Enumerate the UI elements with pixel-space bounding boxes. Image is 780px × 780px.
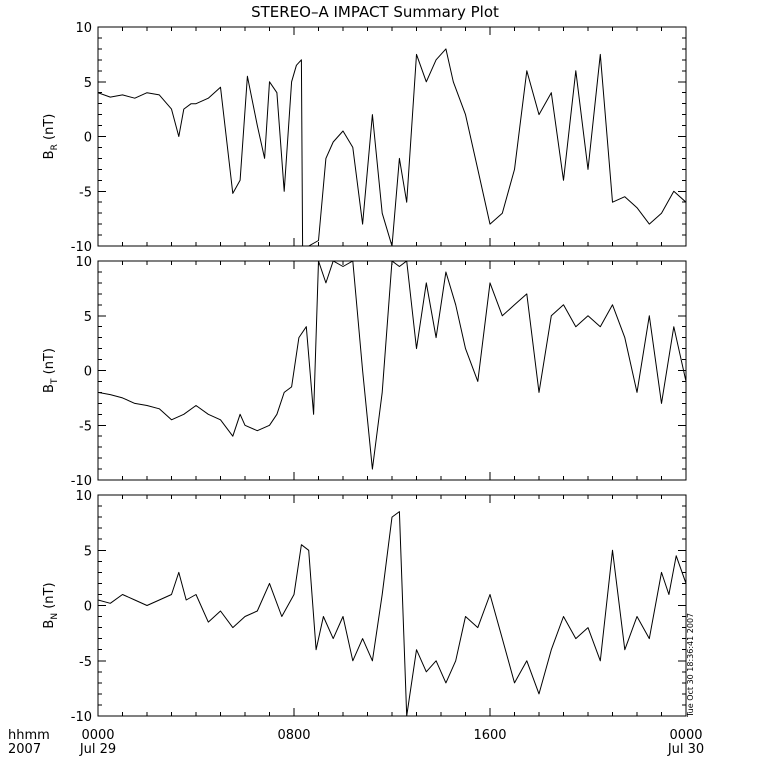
y-tick-label: -10 (71, 474, 92, 489)
y-tick-label: -5 (79, 655, 92, 670)
x-date-label: Jul 29 (79, 742, 116, 757)
x-tick-label: 1600 (473, 728, 506, 743)
y-axis-label-unit: (nT) (42, 582, 57, 612)
y-tick-label: 5 (84, 76, 92, 91)
y-axis-label-unit: (nT) (42, 114, 57, 144)
y-tick-label: -10 (71, 710, 92, 725)
panel-B_N: 10 5 0 -5 -10 BN (nT) (42, 489, 687, 725)
x-tick-label: 0800 (277, 728, 310, 743)
panel-frame (97, 26, 687, 247)
y-axis-label-sub: N (50, 613, 60, 620)
y-axis-label-main: B (42, 384, 57, 393)
y-axis-label-sub: T (50, 378, 60, 385)
y-tick-label: 0 (84, 365, 92, 380)
y-axis-label-main: B (42, 150, 57, 159)
y-tick-label: 10 (75, 255, 92, 270)
y-tick-label: 0 (84, 131, 92, 146)
panel-frame (97, 494, 687, 717)
timestamp-text: Tue Oct 30 18:36:41 2007 (686, 613, 695, 718)
y-tick-label: -5 (79, 185, 92, 200)
panel-frame (97, 260, 687, 481)
x-date-label: Jul 30 (667, 742, 704, 757)
y-axis-label-main: B (42, 620, 57, 629)
series-line-B_N (98, 511, 686, 716)
y-tick-label: -5 (79, 419, 92, 434)
y-tick-label: 10 (75, 21, 92, 36)
series-line-B_R (98, 48, 686, 246)
x-tick-label: 0000 (81, 728, 114, 743)
series-line-B_T (98, 261, 686, 470)
panel-B_R: 10 5 0 -5 -10 BR (nT) (42, 21, 687, 255)
y-tick-label: 5 (84, 310, 92, 325)
y-axis-label-unit: (nT) (42, 348, 57, 378)
y-axis-label: BT (nT) (42, 348, 60, 393)
x-row1-label: hhmm (8, 728, 50, 743)
chart-title: STEREO–A IMPACT Summary Plot (251, 3, 499, 21)
y-axis-label-sub: R (50, 144, 60, 150)
y-axis-label: BN (nT) (42, 582, 60, 628)
y-axis-label: BR (nT) (42, 114, 60, 160)
y-tick-label: -10 (71, 240, 92, 255)
x-tick-label: 0000 (669, 728, 702, 743)
y-tick-label: 10 (75, 489, 92, 504)
x-row2-label: 2007 (8, 742, 41, 757)
panel-B_T: 10 5 0 -5 -10 BT (nT) (42, 255, 687, 489)
y-tick-label: 0 (84, 600, 92, 615)
y-tick-label: 5 (84, 544, 92, 559)
